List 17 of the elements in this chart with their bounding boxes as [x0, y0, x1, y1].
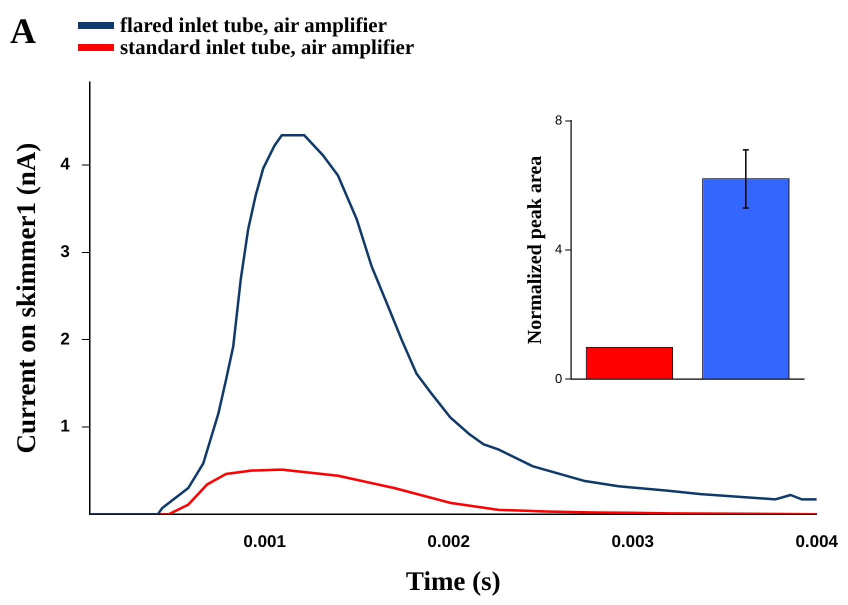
y-tick-label: 4 [554, 242, 562, 257]
y-tick-label: 2 [60, 329, 70, 348]
x-axis-title: Time (s) [406, 566, 501, 596]
y-tick-label: 3 [60, 242, 70, 261]
y-tick-label: 8 [554, 112, 562, 128]
legend-label: flared inlet tube, air amplifier [120, 13, 387, 37]
text: A [10, 10, 36, 52]
x-tick-label: 0.002 [427, 532, 470, 552]
y-tick-label: 4 [60, 154, 70, 174]
y-axis-title: Current on skimmer1 (nA) [11, 142, 42, 454]
x-tick-label: 0.003 [611, 532, 654, 552]
x-tick-label: 0.004 [795, 532, 839, 552]
legend-label: standard inlet tube, air amplifier [120, 35, 414, 59]
y-axis-title: Normalized peak area [524, 156, 546, 344]
y-tick-label: 0 [554, 370, 562, 386]
x-tick-label: 0.001 [243, 532, 286, 552]
y-tick-label: 1 [60, 416, 70, 436]
